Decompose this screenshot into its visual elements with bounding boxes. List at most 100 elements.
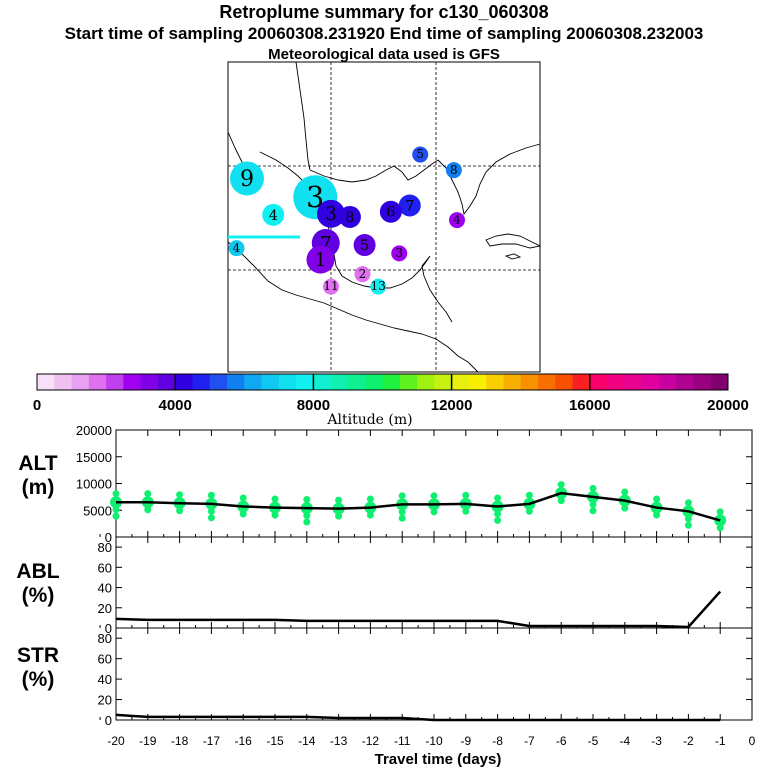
alt-point bbox=[207, 514, 215, 522]
colorbar-swatch bbox=[555, 374, 573, 390]
x-tick-label: -10 bbox=[425, 734, 443, 748]
colorbar-swatch bbox=[641, 374, 660, 390]
colorbar-swatch bbox=[106, 374, 124, 390]
x-tick-label: -7 bbox=[524, 734, 535, 748]
y-tick-label: 60 bbox=[98, 652, 112, 667]
alt-point bbox=[494, 510, 502, 518]
y-tick-label: 40 bbox=[98, 672, 112, 687]
alt-point bbox=[494, 516, 502, 524]
colorbar-swatch bbox=[209, 374, 228, 390]
x-tick-label: -4 bbox=[619, 734, 630, 748]
map-marker-label: 9 bbox=[240, 166, 254, 192]
colorbar-swatch bbox=[417, 374, 435, 390]
x-tick-label: -3 bbox=[651, 734, 662, 748]
x-tick-label: -14 bbox=[298, 734, 316, 748]
x-tick-label: -6 bbox=[556, 734, 567, 748]
map-marker bbox=[391, 245, 408, 262]
colorbar-swatch bbox=[192, 374, 211, 390]
abl-line bbox=[115, 590, 722, 629]
x-tick-label: -8 bbox=[492, 734, 503, 748]
map-marker bbox=[370, 278, 387, 295]
abl-frame bbox=[115, 536, 753, 629]
alt-point bbox=[176, 507, 184, 515]
map-marker bbox=[412, 146, 429, 163]
alt-point bbox=[207, 507, 215, 515]
x-tick-label: -5 bbox=[588, 734, 599, 748]
alt-point bbox=[653, 511, 661, 519]
x-tick-label: -20 bbox=[107, 734, 125, 748]
str-line bbox=[115, 713, 721, 722]
y-tick-label: 40 bbox=[98, 581, 112, 596]
x-tick-label: -11 bbox=[394, 734, 411, 748]
y-tick-label: 0 bbox=[105, 713, 112, 728]
alt-point bbox=[303, 496, 311, 504]
alt-label: ALT bbox=[18, 452, 57, 475]
colorbar-swatch bbox=[468, 374, 487, 390]
alt-point bbox=[430, 492, 438, 500]
colorbar-swatch bbox=[503, 374, 521, 390]
alt-point bbox=[525, 491, 533, 499]
alt-point bbox=[398, 492, 406, 500]
alt-point bbox=[303, 518, 311, 526]
map-marker bbox=[306, 245, 335, 274]
y-tick-label: 15000 bbox=[76, 450, 112, 465]
colorbar-swatch bbox=[140, 374, 159, 390]
map-marker-label: 2 bbox=[359, 267, 367, 281]
y-tick-label: 20000 bbox=[76, 423, 112, 438]
map-marker-label: 7 bbox=[405, 198, 414, 214]
colorbar-swatch bbox=[88, 374, 107, 390]
alt-point bbox=[112, 490, 120, 498]
alt-line bbox=[116, 491, 721, 522]
colorbar-swatch bbox=[710, 374, 729, 390]
colorbar-tick-label: 20000 bbox=[707, 397, 749, 414]
colorbar-swatch bbox=[244, 374, 262, 390]
y-tick-label: 10000 bbox=[76, 477, 112, 492]
alt-point bbox=[462, 491, 470, 499]
colorbar: 0 4000 8000 12000 16000 20000 bbox=[33, 373, 749, 414]
colorbar-swatch bbox=[365, 374, 383, 390]
alt-point bbox=[239, 510, 247, 518]
alt-point bbox=[335, 496, 343, 504]
alt-point bbox=[398, 508, 406, 516]
map-marker-label: 4 bbox=[233, 241, 241, 255]
map-marker-label: 8 bbox=[345, 210, 354, 226]
y-tick-label: 80 bbox=[98, 540, 112, 555]
alt-point bbox=[589, 484, 597, 492]
map-marker bbox=[398, 194, 421, 217]
map-marker bbox=[445, 162, 462, 179]
colorbar-swatch bbox=[693, 374, 712, 390]
map-marker bbox=[338, 205, 361, 228]
x-tick-label: -19 bbox=[139, 734, 157, 748]
map-marker-label: 11 bbox=[323, 279, 338, 293]
alt-point bbox=[144, 490, 152, 498]
map-marker-label: 5 bbox=[360, 238, 369, 254]
alt-point bbox=[207, 491, 215, 499]
map-marker bbox=[317, 199, 345, 228]
alt-panel: 0 5000 10000 15000 20000 ALT(m) bbox=[18, 423, 753, 545]
str-panel: 0 20 40 60 80 STR(%) bbox=[17, 627, 753, 728]
x-tick-label: -12 bbox=[362, 734, 380, 748]
colorbar-swatch bbox=[537, 374, 556, 390]
colorbar-swatch bbox=[658, 374, 677, 390]
colorbar-swatch bbox=[451, 374, 470, 390]
colorbar-swatch bbox=[296, 374, 314, 390]
map-marker-label: 4 bbox=[269, 208, 278, 224]
colorbar-swatch bbox=[347, 374, 366, 390]
map-marker bbox=[230, 161, 264, 196]
abl-label: ABL bbox=[16, 560, 59, 583]
abl-unit: (%) bbox=[22, 584, 55, 607]
colorbar-label: Altitude (m) bbox=[326, 412, 412, 428]
alt-point bbox=[684, 499, 692, 507]
alt-unit: (m) bbox=[22, 476, 55, 499]
map-marker bbox=[449, 212, 465, 229]
map-marker bbox=[228, 240, 245, 257]
colorbar-tick-label: 4000 bbox=[159, 397, 192, 414]
alt-point bbox=[494, 494, 502, 502]
colorbar-swatch bbox=[434, 374, 452, 390]
alt-point bbox=[144, 506, 152, 514]
colorbar-swatch bbox=[157, 374, 176, 390]
alt-point bbox=[621, 488, 629, 496]
x-tick-label: -1 bbox=[715, 734, 726, 748]
y-tick-label: 5000 bbox=[83, 503, 112, 518]
y-tick-label: 0 bbox=[105, 621, 112, 636]
